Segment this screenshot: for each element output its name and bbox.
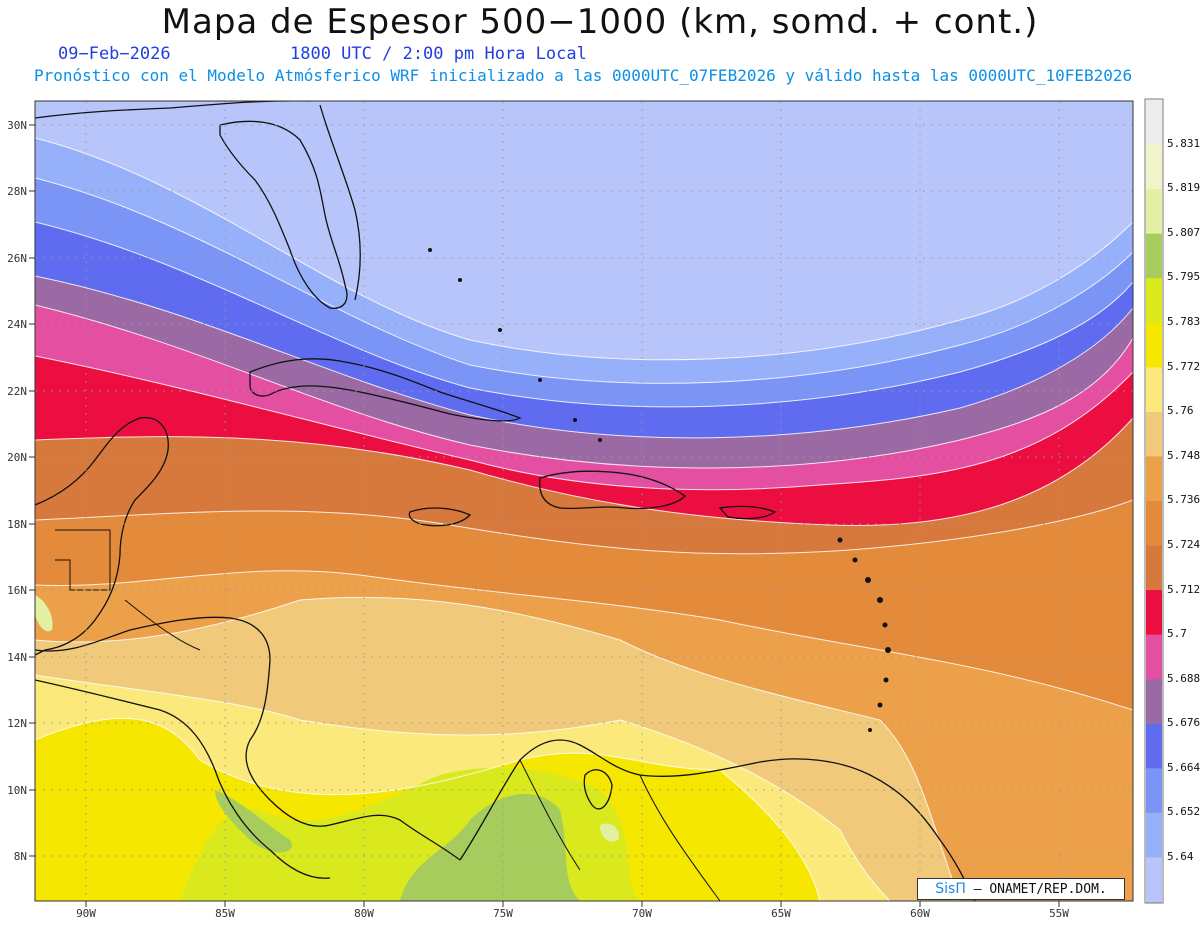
- credit-separator: –: [973, 882, 990, 897]
- lon-label: 85W: [215, 907, 235, 920]
- lat-label: 24N: [7, 318, 27, 331]
- colorbar-label: 5.652: [1167, 805, 1200, 818]
- colorbar-swatch: [1146, 768, 1162, 814]
- lake-maracaibo: [583, 769, 613, 810]
- lon-label: 55W: [1049, 907, 1069, 920]
- lat-label: 16N: [7, 584, 27, 597]
- colorbar-label: 5.76: [1167, 404, 1194, 417]
- colorbar-swatch: [1146, 189, 1162, 235]
- colorbar-label: 5.783: [1167, 315, 1200, 328]
- colorbar-label: 5.795: [1167, 270, 1200, 283]
- map-frame: [34, 100, 1134, 902]
- colorbar-label: 5.807: [1167, 226, 1200, 239]
- lat-label: 8N: [14, 850, 27, 863]
- colorbar-swatch: [1146, 723, 1162, 769]
- lon-label: 65W: [771, 907, 791, 920]
- lat-label: 14N: [7, 651, 27, 664]
- colorbar-swatch: [1146, 100, 1162, 146]
- sispi-logo: SisΠ: [935, 881, 966, 897]
- colorbar-label: 5.772: [1167, 360, 1200, 373]
- lat-label: 28N: [7, 185, 27, 198]
- colorbar-label: 5.688: [1167, 672, 1200, 685]
- florida: [219, 120, 348, 309]
- colorbar-swatch: [1146, 456, 1162, 502]
- colorbar-label: 5.712: [1167, 583, 1200, 596]
- pacific-coast: [35, 679, 331, 879]
- lat-label: 26N: [7, 252, 27, 265]
- colorbar: [1146, 100, 1162, 903]
- lon-ticks: [85, 901, 1060, 907]
- band-5-819: [35, 595, 53, 632]
- colorbar-swatch: [1146, 278, 1162, 324]
- lon-label: 70W: [632, 907, 652, 920]
- colorbar-swatch: [1146, 634, 1162, 680]
- lon-label: 90W: [76, 907, 96, 920]
- colorbar-swatch: [1146, 144, 1162, 190]
- colorbar-label: 5.736: [1167, 493, 1200, 506]
- colorbar-swatch: [1146, 679, 1162, 725]
- colorbar-label: 5.7: [1167, 627, 1187, 640]
- colorbar-swatch: [1146, 857, 1162, 903]
- colorbar-swatch: [1146, 501, 1162, 547]
- colorbar-label: 5.819: [1167, 181, 1200, 194]
- colorbar-swatch: [1146, 367, 1162, 413]
- grid-lines: [35, 101, 1133, 901]
- lat-label: 20N: [7, 451, 27, 464]
- credit-text: ONAMET/REP.DOM.: [989, 882, 1107, 897]
- lat-label: 10N: [7, 784, 27, 797]
- lat-axis: 30N 28N 26N 24N 22N 20N 18N 16N 14N 12N …: [7, 119, 27, 863]
- lat-label: 18N: [7, 518, 27, 531]
- cuba: [249, 358, 522, 422]
- colorbar-labels: 5.831 5.819 5.807 5.795 5.783 5.772 5.76…: [1167, 137, 1200, 863]
- map-title: Mapa de Espesor 500−1000 (km, somd. + co…: [161, 2, 1039, 42]
- forecast-date: 09−Feb−2026: [58, 44, 171, 64]
- colorbar-label: 5.724: [1167, 538, 1200, 551]
- south-america-coast: [459, 739, 976, 901]
- hispaniola: [539, 470, 687, 510]
- colorbar-frame: [1144, 98, 1164, 904]
- forecast-note: Pronóstico con el Modelo Atmósferico WRF…: [34, 66, 1133, 85]
- contour-lines: [35, 137, 1133, 901]
- mexico-yucatan: [35, 417, 169, 656]
- lat-label: 12N: [7, 717, 27, 730]
- colorbar-swatch: [1146, 233, 1162, 279]
- colorbar-swatch: [1146, 590, 1162, 636]
- colorbar-label: 5.676: [1167, 716, 1200, 729]
- credit-box: SisΠ – ONAMET/REP.DOM.: [917, 878, 1125, 900]
- lon-axis: 90W 85W 80W 75W 70W 65W 60W 55W: [76, 907, 1069, 920]
- lat-label: 30N: [7, 119, 27, 132]
- lat-ticks: [29, 124, 35, 857]
- lesser-antilles: [428, 248, 891, 732]
- forecast-time: 1800 UTC / 2:00 pm Hora Local: [290, 44, 587, 64]
- coastlines: [35, 101, 976, 901]
- colorbar-swatch: [1146, 545, 1162, 591]
- florida-east: [319, 104, 361, 301]
- colorbar-label: 5.664: [1167, 761, 1200, 774]
- central-america: [35, 616, 461, 861]
- colorbar-swatch: [1146, 322, 1162, 368]
- band-5-807: [400, 793, 580, 901]
- colorbar-label: 5.748: [1167, 449, 1200, 462]
- colorbar-label: 5.64: [1167, 850, 1194, 863]
- puerto-rico: [718, 505, 777, 520]
- colorbar-label: 5.831: [1167, 137, 1200, 150]
- band-5-819-b: [600, 823, 619, 842]
- lon-label: 75W: [493, 907, 513, 920]
- lon-label: 60W: [910, 907, 930, 920]
- lon-label: 80W: [354, 907, 374, 920]
- lat-label: 22N: [7, 385, 27, 398]
- jamaica: [408, 507, 472, 527]
- colorbar-swatch: [1146, 812, 1162, 859]
- country-borders: [55, 529, 721, 901]
- colorbar-swatch: [1146, 411, 1162, 458]
- band-5-807-b: [215, 790, 292, 853]
- thickness-field: [35, 101, 1133, 901]
